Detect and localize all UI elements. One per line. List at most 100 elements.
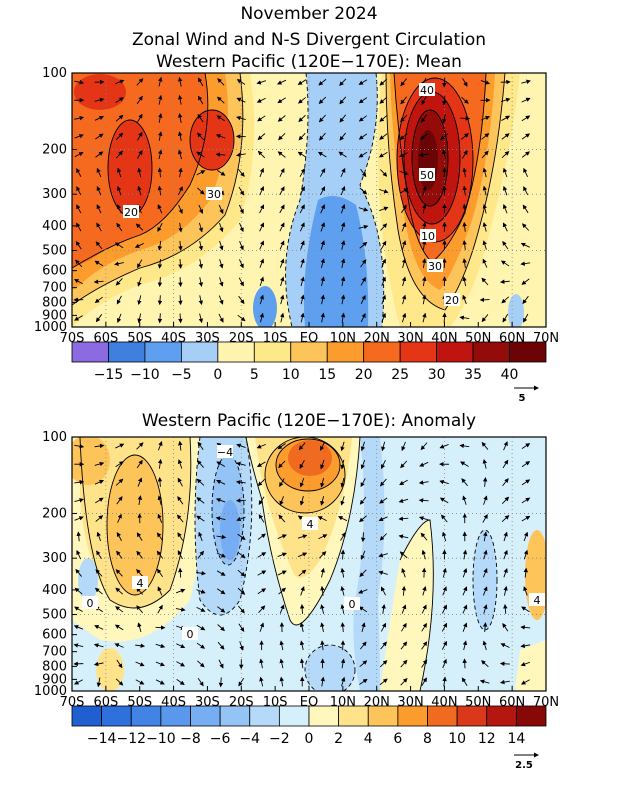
wind-vector xyxy=(74,315,83,321)
contour-label-background xyxy=(132,576,148,589)
wind-vector xyxy=(340,258,346,268)
wind-vector xyxy=(279,167,285,177)
contour-label-background xyxy=(123,205,139,218)
contour-label-background xyxy=(82,596,98,609)
wind-vector xyxy=(256,80,267,85)
wind-vector xyxy=(216,461,226,467)
wind-vector xyxy=(137,259,143,269)
contour-label: 0 xyxy=(87,597,94,610)
wind-vector xyxy=(96,185,102,196)
wind-vector xyxy=(257,133,266,141)
wind-vector xyxy=(358,207,369,212)
colorbar-swatch xyxy=(399,341,438,363)
wind-vector xyxy=(259,276,265,287)
wind-vector xyxy=(76,222,82,232)
wind-vector xyxy=(502,204,508,214)
wind-vector xyxy=(340,549,346,560)
colorbar-swatch xyxy=(515,705,547,727)
wind-vector xyxy=(256,443,266,449)
wind-vector xyxy=(155,643,166,649)
wind-vector xyxy=(360,441,366,452)
wind-vector xyxy=(157,441,163,451)
wind-vector xyxy=(340,294,346,305)
wind-vector xyxy=(198,531,203,542)
colorbar-swatch xyxy=(108,341,146,363)
wind-vector xyxy=(340,459,345,470)
wind-vector xyxy=(178,277,183,288)
colorbar-tick-label: 2 xyxy=(334,731,343,747)
wind-vector xyxy=(257,570,267,576)
wind-vector xyxy=(381,459,386,470)
wind-vector xyxy=(340,477,345,488)
wind-vector xyxy=(258,496,265,506)
colorbar-swatch xyxy=(427,705,458,727)
wind-vector xyxy=(378,516,388,522)
wind-vector xyxy=(421,604,427,614)
mean-panel: Western Pacific (120E−170E): Mean xyxy=(34,52,559,404)
wind-vector xyxy=(96,531,102,542)
wind-vector xyxy=(196,515,205,522)
wind-vector xyxy=(93,661,104,667)
wind-vector xyxy=(258,605,266,613)
wind-vector xyxy=(462,658,467,669)
wind-vector xyxy=(74,606,83,613)
wind-vector xyxy=(238,169,245,177)
colorbar-swatch xyxy=(130,705,162,727)
wind-vector xyxy=(380,641,387,650)
wind-vector xyxy=(401,294,407,305)
colorbar-tick-label: 25 xyxy=(391,367,409,383)
wind-vector xyxy=(482,167,488,178)
wind-vector xyxy=(440,133,449,140)
wind-vector xyxy=(320,640,325,651)
colorbar-swatch xyxy=(71,705,103,727)
wind-vector xyxy=(360,532,366,543)
wind-vector xyxy=(460,116,471,121)
wind-vector xyxy=(320,459,325,470)
wind-vector xyxy=(320,676,325,687)
wind-vector xyxy=(421,96,427,105)
wind-vector xyxy=(299,640,305,651)
wind-vector xyxy=(442,113,447,124)
wind-vector xyxy=(381,258,386,268)
wind-vector xyxy=(76,186,82,196)
wind-vector xyxy=(137,277,142,287)
wind-vector xyxy=(94,479,105,485)
wind-vector xyxy=(157,458,163,469)
wind-vector xyxy=(94,443,105,449)
y-tick-label: 600 xyxy=(42,264,67,279)
wind-vector xyxy=(116,167,122,178)
y-tick-label: 100 xyxy=(42,66,67,81)
wind-vector xyxy=(96,677,102,688)
wind-vector xyxy=(482,221,487,232)
wind-vector xyxy=(116,222,123,232)
wind-vector xyxy=(439,443,449,449)
colorbar-swatch xyxy=(278,705,310,727)
wind-vector xyxy=(215,498,226,503)
wind-vector xyxy=(299,658,305,669)
anomaly-panel: Western Pacific (120E−170E): Anomaly xyxy=(34,411,559,771)
wind-vector xyxy=(278,514,286,523)
wind-vector xyxy=(177,477,183,487)
wind-vector xyxy=(277,115,286,122)
wind-vector xyxy=(520,625,531,630)
colorbar-tick-label: 0 xyxy=(213,367,222,383)
wind-vector xyxy=(279,240,285,250)
wind-vector xyxy=(340,567,345,578)
wind-vector xyxy=(74,444,85,449)
wind-vector xyxy=(379,115,388,122)
colorbar-swatch xyxy=(71,341,109,363)
wind-vector xyxy=(218,313,224,323)
wind-vector xyxy=(95,497,104,504)
wind-vector xyxy=(74,279,83,285)
wind-vector xyxy=(277,443,286,450)
wind-vector xyxy=(115,97,124,104)
wind-vector xyxy=(177,94,183,105)
wind-vector xyxy=(277,151,286,158)
wind-vector xyxy=(95,151,104,158)
wind-vector xyxy=(157,295,163,306)
contour-label-background xyxy=(206,187,222,200)
wind-vector xyxy=(237,605,245,614)
wind-vector xyxy=(502,240,509,250)
wind-vector xyxy=(339,96,347,105)
wind-vector xyxy=(442,149,447,160)
